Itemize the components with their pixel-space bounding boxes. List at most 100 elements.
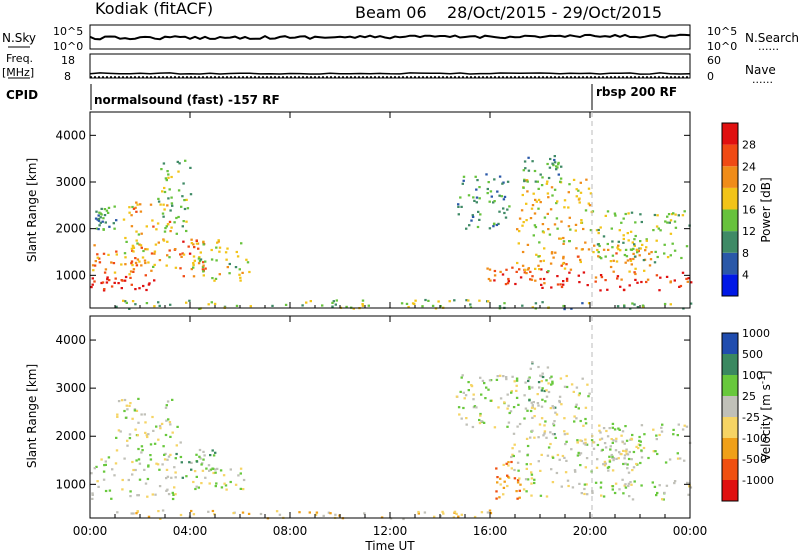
scatter-cell [433, 515, 436, 518]
scatter-cell [170, 196, 173, 199]
scatter-cell [526, 180, 529, 183]
scatter-cell [556, 227, 559, 230]
scatter-cell [537, 381, 541, 384]
scatter-cell [185, 229, 188, 233]
scatter-cell [687, 277, 690, 280]
scatter-cell [164, 406, 168, 409]
power-y-label: Slant Range [km] [25, 158, 39, 262]
scatter-cell [549, 157, 552, 161]
scatter-cell [518, 422, 522, 426]
scatter-cell [487, 300, 490, 303]
scatter-cell [242, 478, 246, 482]
freq-label: Freq. [6, 52, 33, 65]
scatter-cell [334, 303, 337, 306]
scatter-cell [652, 229, 655, 232]
scatter-cell [539, 260, 542, 263]
scatter-cell [666, 256, 670, 259]
scatter-cell [247, 512, 251, 515]
scatter-cell [131, 460, 134, 464]
scatter-cell [530, 471, 533, 474]
scatter-cell [239, 276, 242, 279]
scatter-cell [201, 462, 204, 465]
scatter-cell [120, 399, 124, 402]
scatter-cell [561, 454, 565, 458]
scatter-cell [149, 454, 152, 457]
scatter-cell [488, 200, 491, 203]
scatter-cell [123, 398, 127, 402]
scatter-cell [97, 228, 100, 231]
scatter-cell [477, 210, 480, 213]
scatter-cell [493, 269, 497, 273]
scatter-cell [524, 268, 527, 272]
scatter-cell [556, 283, 560, 286]
scatter-cell [597, 232, 600, 235]
scatter-cell [581, 248, 584, 251]
scatter-cell [192, 243, 195, 246]
scatter-cell [632, 252, 635, 255]
scatter-cell [647, 456, 650, 460]
scatter-cell [218, 250, 221, 253]
scatter-cell [229, 480, 232, 484]
scatter-cell [625, 255, 629, 258]
scatter-cell [549, 442, 552, 446]
scatter-cell [508, 411, 511, 415]
scatter-cell [600, 494, 603, 497]
scatter-cell [630, 211, 634, 214]
scatter-cell [543, 432, 546, 435]
scatter-cell [124, 236, 127, 240]
scatter-cell [197, 262, 201, 265]
scatter-cell [96, 256, 99, 259]
scatter-cell [115, 253, 118, 256]
scatter-cell [578, 453, 581, 456]
scatter-cell [596, 443, 600, 447]
scatter-cell [496, 375, 499, 378]
scatter-cell [238, 273, 241, 276]
scatter-cell [499, 374, 502, 377]
scatter-cell [567, 225, 571, 228]
scatter-cell [91, 283, 94, 286]
scatter-cell [620, 453, 623, 456]
scatter-cell [509, 410, 513, 413]
scatter-cell [582, 227, 585, 231]
scatter-cell [511, 266, 514, 269]
scatter-cell [540, 268, 543, 271]
scatter-cell [172, 493, 175, 496]
y-tick-label: 2000 [55, 429, 86, 443]
scatter-cell [502, 463, 505, 466]
scatter-cell [212, 471, 215, 475]
scatter-cell [168, 249, 171, 252]
scatter-cell [526, 444, 530, 448]
scatter-cell [180, 205, 183, 208]
scatter-cell [480, 393, 483, 396]
scatter-cell [496, 481, 499, 484]
scatter-cell [144, 261, 147, 265]
x-axis-label: Time UT [364, 539, 415, 553]
scatter-cell [519, 483, 522, 486]
scatter-cell [553, 188, 557, 191]
scatter-cell [516, 461, 520, 464]
scatter-cell [573, 420, 576, 423]
scatter-cell [198, 448, 202, 452]
scatter-cell [582, 442, 586, 445]
scatter-cell [539, 469, 542, 472]
scatter-cell [660, 426, 663, 429]
nsky-bottom-tick: 10^0 [53, 40, 83, 53]
scatter-cell [153, 263, 156, 266]
scatter-cell [573, 415, 576, 418]
scatter-cell [459, 196, 462, 199]
scatter-cell [522, 221, 525, 224]
scatter-cell [606, 210, 610, 213]
scatter-cell [167, 197, 170, 200]
scatter-cell [130, 260, 134, 263]
scatter-cell [506, 180, 510, 183]
scatter-cell [134, 428, 137, 431]
scatter-cell [165, 419, 168, 422]
scatter-cell [497, 222, 500, 225]
x-tick-label: 20:00 [573, 524, 608, 538]
scatter-cell [640, 484, 643, 487]
scatter-cell [662, 498, 665, 501]
scatter-cell [598, 438, 602, 441]
scatter-cell [129, 270, 133, 273]
scatter-cell [671, 242, 674, 245]
scatter-cell [188, 461, 191, 464]
